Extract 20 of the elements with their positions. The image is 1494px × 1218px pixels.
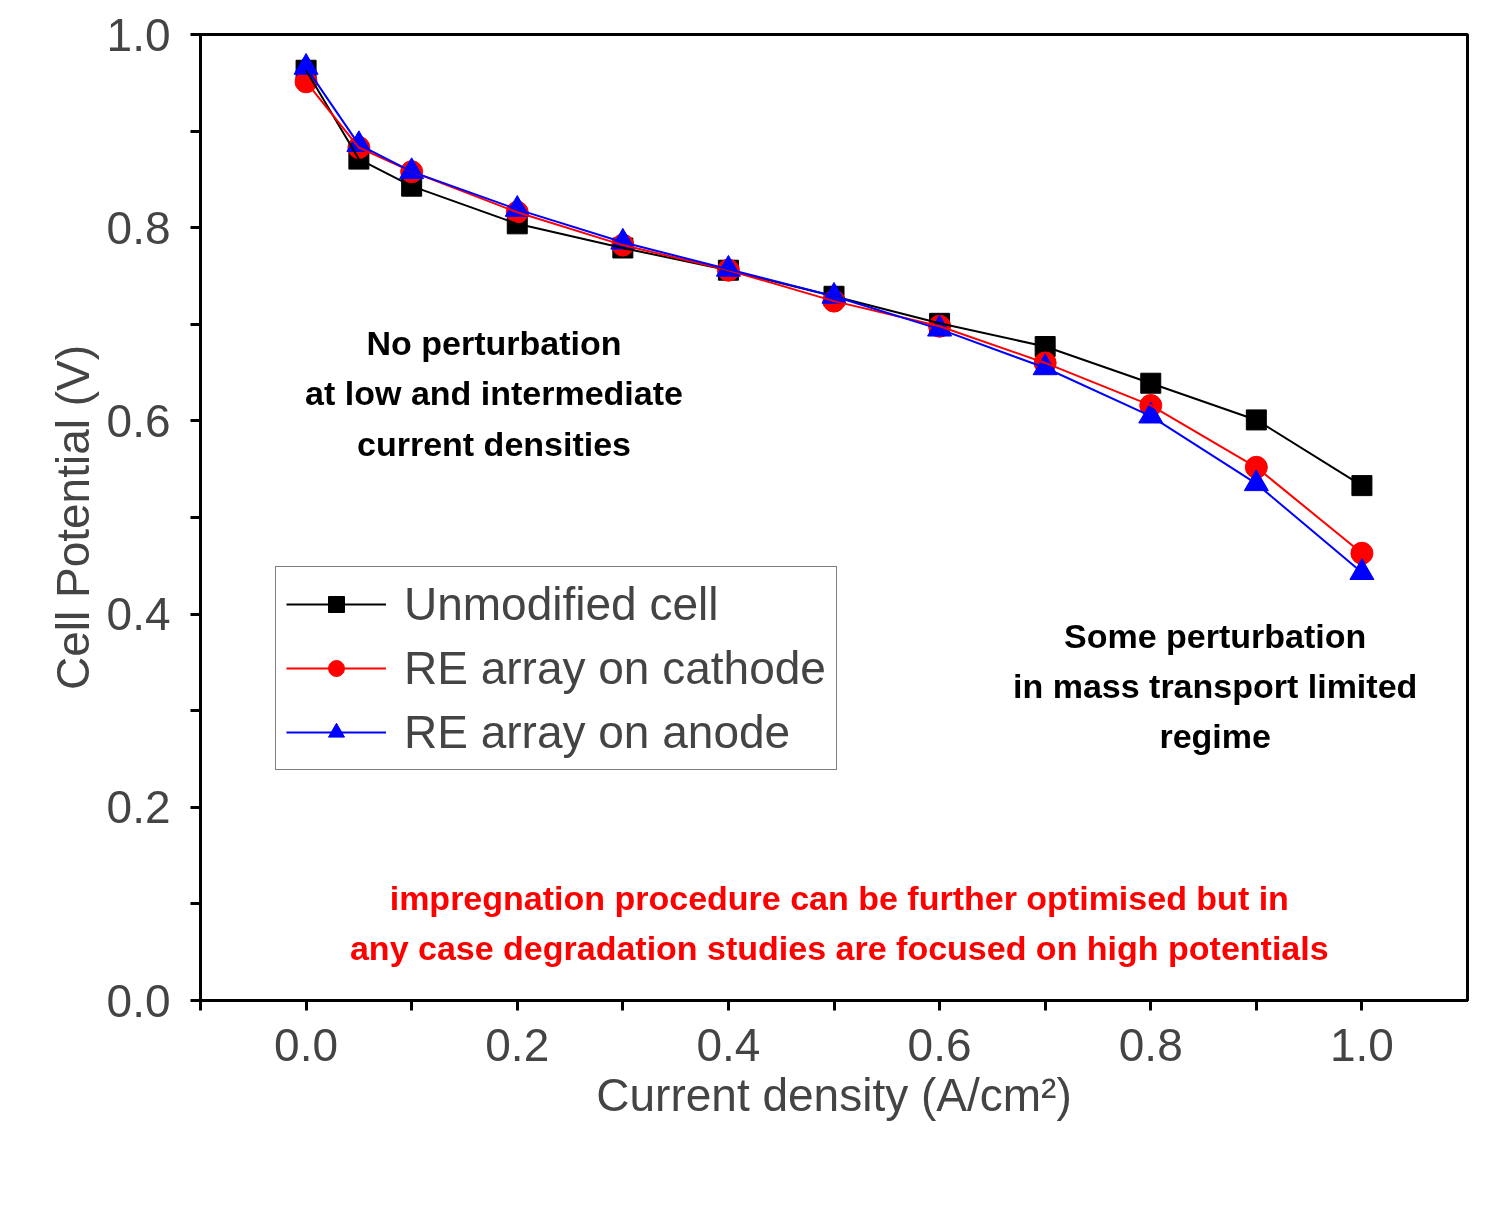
legend-label: Unmodified cell bbox=[404, 577, 719, 631]
x-tick-label: 0.4 bbox=[696, 1018, 761, 1071]
annotation: No perturbation at low and intermediate current densities bbox=[305, 324, 683, 463]
y-tick-label: 0.2 bbox=[106, 781, 171, 834]
y-tick-label: 0.4 bbox=[106, 588, 171, 641]
y-tick-label: 0.8 bbox=[106, 201, 171, 254]
y-tick-label: 1.0 bbox=[106, 8, 171, 61]
y-axis-title: Cell Potential (V) bbox=[46, 344, 99, 691]
x-tick-label: 0.6 bbox=[907, 1018, 972, 1071]
x-tick-label: 0.2 bbox=[485, 1018, 550, 1071]
legend-label: RE array on cathode bbox=[404, 641, 826, 695]
annotation: Some perturbation in mass transport limited regime bbox=[1013, 617, 1418, 756]
x-tick-label: 0.0 bbox=[274, 1018, 339, 1071]
annotation: impregnation procedure can be further optimised but in any case degradation studies are focused on high potentials bbox=[349, 878, 1329, 967]
y-tick-label: 0.6 bbox=[106, 394, 171, 447]
x-axis-title: Current density (A/cm²) bbox=[596, 1068, 1072, 1121]
y-tick-label: 0.0 bbox=[106, 974, 171, 1027]
x-tick-label: 1.0 bbox=[1329, 1018, 1394, 1071]
x-tick-label: 0.8 bbox=[1118, 1018, 1183, 1071]
legend-label: RE array on anode bbox=[404, 705, 791, 759]
